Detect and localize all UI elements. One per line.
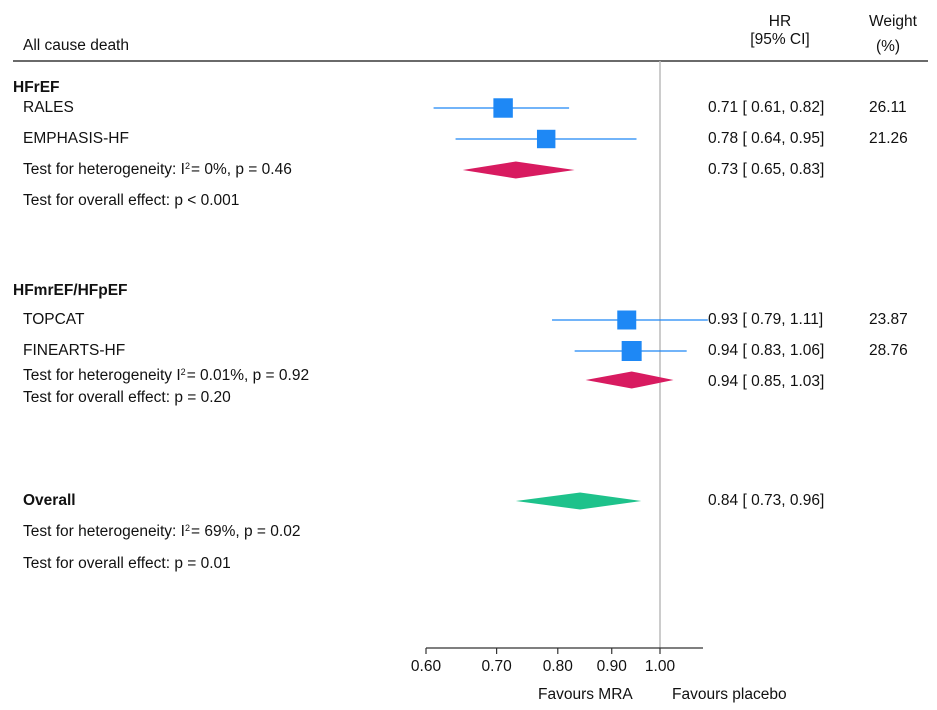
overall-diamond (515, 492, 642, 510)
study-box (621, 341, 642, 361)
ci-header: [95% CI] (750, 31, 810, 48)
x-tick-label: 0.80 (543, 658, 574, 675)
favours-placebo-label: Favours placebo (672, 686, 787, 703)
study-name-topcat: TOPCAT (23, 311, 85, 328)
weight-header: Weight (869, 13, 917, 30)
study-name-finearts: FINEARTS-HF (23, 342, 126, 359)
study-name-rales: RALES (23, 99, 74, 116)
hr-text-finearts: 0.94 [ 0.83, 1.06] (708, 342, 825, 359)
heterogeneity-hfmref-hfpef: Test for heterogeneity I2= 0.01%, p = 0.… (23, 367, 310, 384)
weight-unit-header: (%) (875, 38, 901, 55)
heterogeneity-overall: Test for heterogeneity: I2= 69%, p = 0.0… (23, 523, 301, 540)
overall-effect-hfref: Test for overall effect: p < 0.001 (23, 192, 240, 209)
weight-emphasis: 21.26 (869, 130, 908, 147)
overall-effect-hfmref-hfpef: Test for overall effect: p = 0.20 (23, 389, 231, 406)
group-title-hfref: HFrEF (13, 79, 60, 96)
subgroup-diamond (585, 371, 674, 389)
hr-text-rales: 0.71 [ 0.61, 0.82] (708, 99, 825, 116)
study-box (536, 129, 556, 149)
favours-mra-label: Favours MRA (538, 686, 633, 703)
hr-text-emphasis: 0.78 [ 0.64, 0.95] (708, 130, 825, 147)
study-name-emphasis: EMPHASIS-HF (23, 130, 129, 147)
x-tick-label: 0.90 (597, 658, 628, 675)
weight-rales: 26.11 (869, 99, 907, 116)
heterogeneity-hfref: Test for heterogeneity: I2= 0%, p = 0.46 (23, 161, 292, 178)
outcome-title: All cause death (23, 37, 129, 54)
hr-header: HR (768, 13, 792, 30)
x-tick-label: 0.70 (482, 658, 513, 675)
hr-text-topcat: 0.93 [ 0.79, 1.11] (708, 311, 824, 328)
study-box (617, 310, 637, 330)
x-tick-label: 1.00 (645, 658, 676, 675)
hr-text-hfmref-hfpef-summary: 0.94 [ 0.85, 1.03] (708, 373, 825, 390)
weight-topcat: 23.87 (869, 311, 908, 328)
overall-title: Overall (23, 492, 76, 509)
hr-text-overall: 0.84 [ 0.73, 0.96] (708, 492, 825, 509)
x-tick-label: 0.60 (411, 658, 442, 675)
hr-text-hfref-summary: 0.73 [ 0.65, 0.83] (708, 161, 825, 178)
subgroup-diamond (462, 161, 575, 179)
overall-effect-overall: Test for overall effect: p = 0.01 (23, 555, 231, 572)
study-box (493, 98, 513, 118)
weight-finearts: 28.76 (869, 342, 908, 359)
group-title-hfmref-hfpef: HFmrEF/HFpEF (13, 282, 128, 299)
